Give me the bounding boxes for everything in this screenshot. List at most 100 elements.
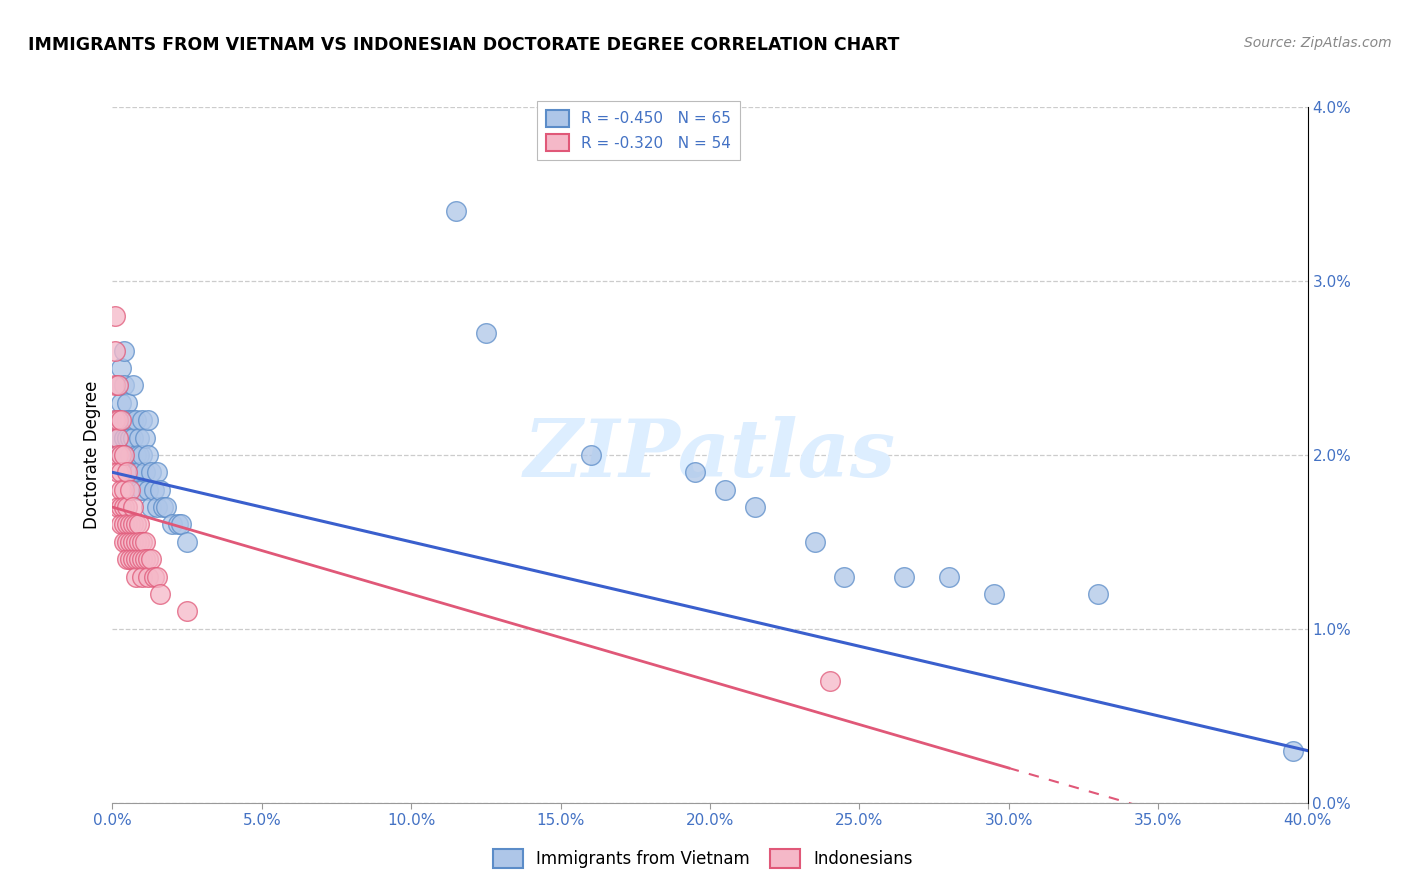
Text: ZIPatlas: ZIPatlas [524, 417, 896, 493]
Point [128, 535, 150, 549]
Point [125, 535, 148, 549]
Point [117, 396, 139, 410]
Point [149, 483, 172, 497]
Point [114, 413, 135, 427]
Point [128, 466, 150, 480]
Point [138, 448, 160, 462]
Point [104, 413, 127, 427]
Point [131, 413, 153, 427]
Point [122, 500, 145, 514]
Point [110, 500, 132, 514]
Point [120, 552, 142, 566]
Point [170, 517, 193, 532]
Point [107, 448, 129, 462]
Point [117, 500, 139, 514]
Point [110, 360, 132, 375]
Point [162, 517, 183, 532]
Point [138, 413, 160, 427]
Point [444, 204, 467, 219]
Point [938, 570, 960, 584]
Point [114, 483, 135, 497]
Point [107, 466, 129, 480]
Point [122, 378, 145, 392]
Point [122, 466, 145, 480]
Point [114, 500, 135, 514]
Point [128, 517, 150, 532]
Point [141, 552, 163, 566]
Point [104, 413, 127, 427]
Point [141, 500, 163, 514]
Point [141, 466, 163, 480]
Point [818, 674, 841, 689]
Point [110, 448, 132, 462]
Point [122, 431, 145, 445]
Point [714, 483, 737, 497]
Legend: Immigrants from Vietnam, Indonesians: Immigrants from Vietnam, Indonesians [486, 843, 920, 875]
Point [138, 483, 160, 497]
Point [114, 448, 135, 462]
Point [117, 552, 139, 566]
Point [134, 431, 156, 445]
Point [134, 466, 156, 480]
Point [110, 448, 132, 462]
Point [131, 552, 153, 566]
Point [110, 517, 132, 532]
Point [114, 378, 135, 392]
Point [146, 466, 169, 480]
Point [107, 378, 129, 392]
Point [128, 552, 150, 566]
Point [114, 535, 135, 549]
Point [134, 535, 156, 549]
Point [983, 587, 1005, 601]
Point [107, 431, 129, 445]
Point [120, 535, 142, 549]
Point [110, 413, 132, 427]
Point [125, 517, 148, 532]
Point [117, 535, 139, 549]
Point [104, 431, 127, 445]
Point [114, 448, 135, 462]
Point [114, 431, 135, 445]
Point [131, 448, 153, 462]
Point [167, 517, 190, 532]
Point [1087, 587, 1109, 601]
Point [125, 413, 148, 427]
Point [107, 413, 129, 427]
Point [131, 483, 153, 497]
Point [110, 483, 132, 497]
Point [125, 552, 148, 566]
Point [122, 552, 145, 566]
Point [176, 535, 198, 549]
Point [110, 413, 132, 427]
Point [744, 500, 766, 514]
Text: Source: ZipAtlas.com: Source: ZipAtlas.com [1244, 36, 1392, 50]
Point [104, 378, 127, 392]
Point [107, 431, 129, 445]
Point [146, 570, 169, 584]
Point [149, 587, 172, 601]
Point [120, 448, 142, 462]
Point [110, 466, 132, 480]
Point [143, 483, 166, 497]
Point [125, 466, 148, 480]
Point [131, 570, 153, 584]
Point [128, 483, 150, 497]
Point [114, 517, 135, 532]
Point [134, 552, 156, 566]
Point [104, 309, 127, 323]
Point [120, 413, 142, 427]
Point [104, 343, 127, 358]
Point [138, 570, 160, 584]
Point [1281, 744, 1303, 758]
Text: IMMIGRANTS FROM VIETNAM VS INDONESIAN DOCTORATE DEGREE CORRELATION CHART: IMMIGRANTS FROM VIETNAM VS INDONESIAN DO… [28, 36, 900, 54]
Point [107, 413, 129, 427]
Point [176, 605, 198, 619]
Point [579, 448, 602, 462]
Point [107, 500, 129, 514]
Point [128, 448, 150, 462]
Point [114, 343, 135, 358]
Point [117, 413, 139, 427]
Point [131, 535, 153, 549]
Point [120, 517, 142, 532]
Point [122, 413, 145, 427]
